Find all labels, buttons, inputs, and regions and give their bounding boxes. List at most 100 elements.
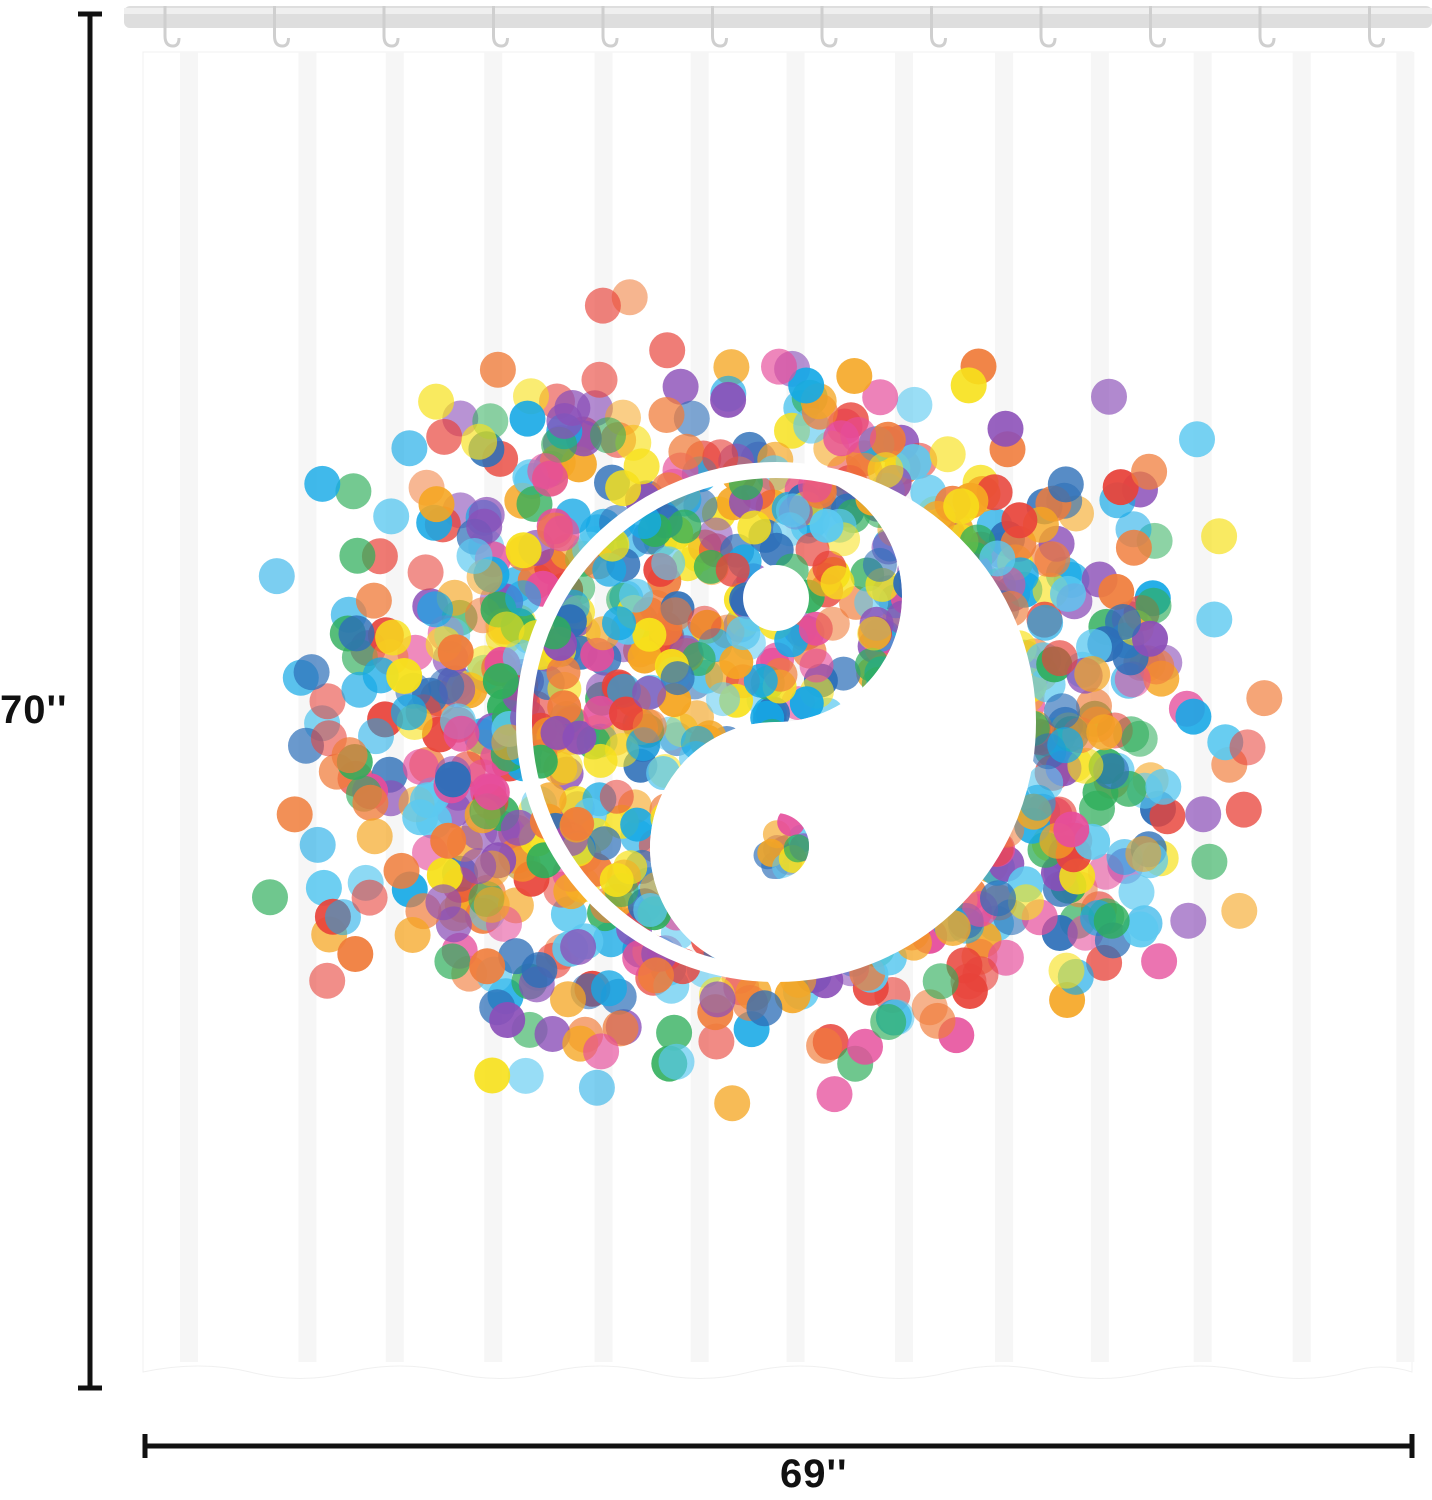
confetti-dot [505, 580, 542, 617]
confetti-dot [488, 611, 525, 648]
confetti-dot [806, 1027, 843, 1064]
confetti-dot [987, 410, 1024, 447]
confetti-dot [534, 1016, 571, 1052]
confetti-dot [1102, 469, 1139, 506]
confetti-dot [394, 917, 431, 953]
confetti-dot [546, 655, 581, 690]
confetti-dot [922, 963, 959, 1000]
curtain-rod [124, 6, 1432, 28]
confetti-dot [434, 943, 471, 980]
confetti-dot [252, 879, 288, 916]
confetti-dot [1001, 502, 1038, 539]
confetti-dot [402, 799, 439, 836]
confetti-dot [1086, 714, 1123, 751]
curtain-hook [492, 6, 509, 48]
confetti-dot [305, 869, 342, 906]
confetti-dot [815, 606, 850, 641]
confetti-dot [710, 381, 747, 418]
confetti-dot [547, 690, 582, 725]
curtain-fold [1292, 52, 1311, 1362]
confetti-dot [304, 465, 341, 502]
confetti-dot [632, 709, 667, 744]
curtain-hook [1258, 6, 1276, 48]
confetti-dot [1121, 720, 1158, 757]
confetti-dot [461, 423, 498, 460]
confetti-dot [390, 694, 427, 731]
curtain-hook [820, 6, 838, 48]
confetti-dot [1229, 729, 1266, 766]
confetti-dot [862, 547, 897, 582]
confetti-dot [325, 899, 361, 936]
confetti-dot [560, 929, 597, 965]
confetti-dot [746, 990, 783, 1027]
confetti-dot [726, 616, 761, 651]
confetti-dot [375, 619, 412, 656]
confetti-dot [658, 1043, 695, 1080]
confetti-dot [775, 493, 810, 528]
confetti-dot [658, 597, 693, 632]
confetti-dot [1027, 604, 1064, 641]
confetti-dot [1179, 421, 1215, 458]
confetti-dot [1044, 693, 1080, 730]
confetti-dot [987, 939, 1024, 976]
curtain-hook [163, 6, 181, 48]
confetti-dot [578, 1069, 615, 1106]
curtain-hook [711, 6, 728, 48]
confetti-dot [546, 403, 583, 439]
confetti-dot [809, 508, 844, 543]
confetti-dot [737, 510, 772, 545]
confetti-dot [358, 718, 394, 755]
confetti-dot [599, 779, 634, 814]
confetti-dot [1050, 575, 1086, 612]
confetti-dot [979, 540, 1016, 577]
confetti-dot [474, 1057, 511, 1094]
confetti-dot [583, 695, 618, 730]
confetti-dot [293, 654, 330, 691]
confetti-dot [473, 886, 510, 923]
confetti-dot [1201, 518, 1238, 555]
confetti-dot [599, 863, 634, 897]
yin-yang-icon [516, 462, 1036, 982]
confetti-dot [638, 957, 674, 994]
confetti-dot [258, 558, 295, 595]
confetti-dot [870, 1004, 907, 1040]
confetti-dot [521, 952, 558, 988]
confetti-dot [1225, 791, 1262, 828]
confetti-dot [1053, 811, 1090, 848]
confetti-dot [660, 661, 695, 696]
confetti-dot [386, 658, 423, 694]
confetti-dot [943, 488, 980, 525]
confetti-dot [1221, 892, 1258, 929]
confetti-dot [460, 848, 497, 885]
confetti-dot [714, 1085, 751, 1122]
curtain-hook [382, 6, 400, 48]
confetti-dot [469, 948, 506, 985]
confetti-dot [1191, 843, 1228, 880]
confetti-dot [656, 1014, 693, 1051]
confetti-dot [702, 439, 739, 476]
confetti-dot [632, 617, 667, 652]
confetti-dot [788, 367, 825, 404]
confetti-dot [407, 554, 444, 591]
confetti-dot [1034, 541, 1071, 578]
confetti-dot [540, 715, 575, 750]
confetti-dot [428, 668, 465, 705]
confetti-dot [479, 351, 516, 388]
confetti-dot [437, 634, 474, 671]
confetti-dot [862, 379, 899, 416]
confetti-dot [896, 386, 933, 423]
confetti-dot [337, 936, 374, 972]
confetti-dot [590, 417, 626, 454]
confetti-dot [383, 852, 420, 889]
confetti-dot [602, 606, 636, 641]
yang-white-half [650, 470, 1028, 974]
confetti-dot [869, 421, 906, 458]
confetti-dot [1125, 836, 1162, 872]
confetti-dot [507, 1057, 544, 1094]
confetti-dot [591, 970, 627, 1007]
confetti-dot [356, 818, 393, 855]
confetti-dot [418, 383, 455, 420]
confetti-dot [1008, 884, 1044, 921]
confetti-dot [583, 1033, 620, 1070]
confetti-dot [719, 645, 754, 680]
